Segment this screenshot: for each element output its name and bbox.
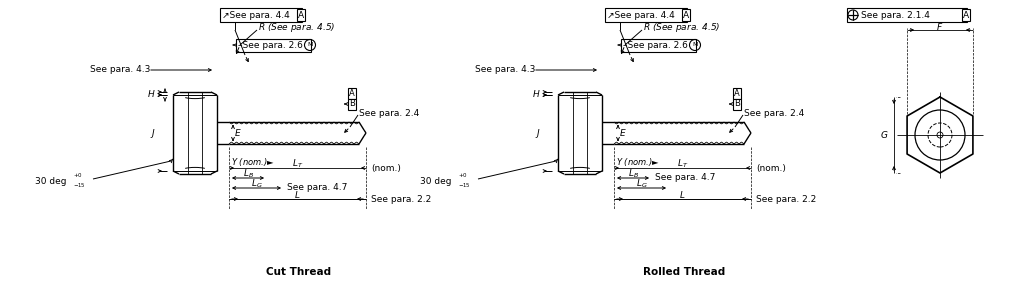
Text: B: B (349, 99, 355, 109)
Text: Rolled Thread: Rolled Thread (643, 267, 725, 277)
Text: $Y$ (nom.)►: $Y$ (nom.)► (231, 156, 275, 168)
Text: $J$: $J$ (536, 127, 541, 139)
FancyBboxPatch shape (621, 39, 696, 52)
Text: $L_T$: $L_T$ (677, 158, 688, 170)
Text: See para. 2.2: See para. 2.2 (756, 194, 816, 203)
Text: $H$: $H$ (532, 88, 541, 99)
Text: $L_G$: $L_G$ (251, 178, 262, 190)
Text: $_{-15}$: $_{-15}$ (458, 182, 471, 190)
FancyBboxPatch shape (236, 39, 311, 52)
Text: See para. 2.1.4: See para. 2.1.4 (861, 11, 930, 19)
Text: $_{-15}$: $_{-15}$ (73, 182, 86, 190)
Text: See para. 4.7: See para. 4.7 (655, 174, 716, 182)
Text: –See para. 2.6: –See para. 2.6 (623, 40, 688, 50)
Text: A: A (683, 11, 689, 19)
Text: $G$: $G$ (881, 129, 889, 141)
Text: $^{+0}$: $^{+0}$ (73, 172, 83, 182)
Text: $L_T$: $L_T$ (292, 158, 303, 170)
Text: See para. 2.4: See para. 2.4 (744, 109, 804, 117)
Text: M: M (307, 42, 312, 48)
Text: See para. 4.7: See para. 4.7 (287, 184, 347, 192)
Text: $L_B$: $L_B$ (243, 168, 254, 180)
Text: $R$ (See para. 4.5): $R$ (See para. 4.5) (258, 21, 335, 34)
Text: –See para. 2.6: –See para. 2.6 (238, 40, 303, 50)
Text: A: A (349, 89, 355, 97)
Text: $Y$ (nom.)►: $Y$ (nom.)► (616, 156, 660, 168)
Text: $F$: $F$ (936, 21, 944, 32)
FancyBboxPatch shape (605, 8, 687, 22)
Text: A: A (734, 89, 740, 97)
Text: B: B (734, 99, 740, 109)
Text: $R$ (See para. 4.5): $R$ (See para. 4.5) (643, 21, 720, 34)
Text: 30 deg: 30 deg (35, 178, 67, 186)
Text: $J$: $J$ (151, 127, 156, 139)
Text: A: A (298, 11, 304, 19)
Text: ↗See para. 4.4: ↗See para. 4.4 (607, 11, 675, 19)
Text: See para. 2.4: See para. 2.4 (359, 109, 419, 117)
Text: $E$: $E$ (618, 127, 627, 139)
Text: Cut Thread: Cut Thread (266, 267, 332, 277)
Text: See para. 2.2: See para. 2.2 (371, 194, 431, 203)
Text: See para. 4.3: See para. 4.3 (475, 66, 536, 74)
Text: $L_B$: $L_B$ (628, 168, 639, 180)
Text: A: A (963, 11, 969, 19)
Text: $L$: $L$ (679, 190, 686, 201)
Text: $L$: $L$ (294, 190, 301, 201)
Text: $^{+0}$: $^{+0}$ (458, 172, 468, 182)
Text: $L_G$: $L_G$ (636, 178, 647, 190)
Text: (nom.): (nom.) (371, 164, 400, 172)
Text: 30 deg: 30 deg (420, 178, 452, 186)
Text: $H$: $H$ (147, 88, 156, 99)
Text: See para. 4.3: See para. 4.3 (90, 66, 151, 74)
FancyBboxPatch shape (847, 8, 967, 22)
FancyBboxPatch shape (220, 8, 302, 22)
Text: (nom.): (nom.) (756, 164, 785, 172)
Text: $E$: $E$ (234, 127, 242, 139)
Text: ↗See para. 4.4: ↗See para. 4.4 (222, 11, 290, 19)
Text: M: M (692, 42, 697, 48)
